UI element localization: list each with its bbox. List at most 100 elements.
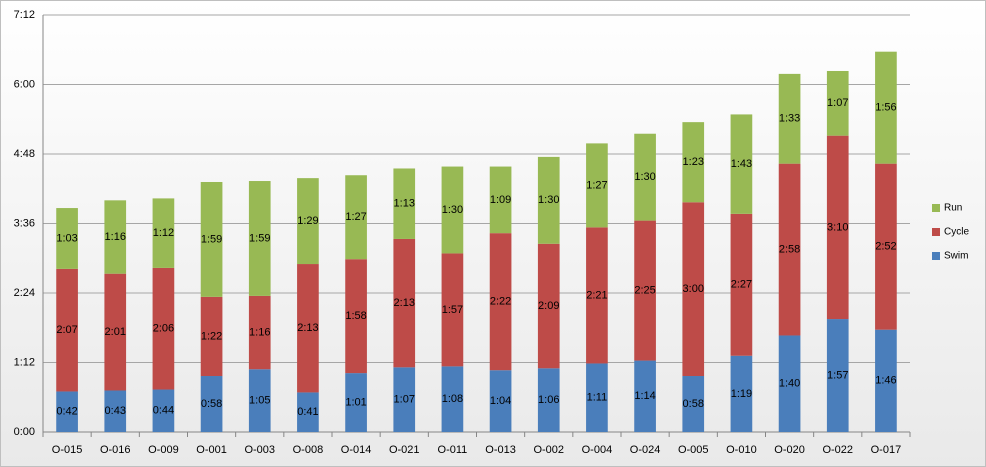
y-tick-label: 6:00 (14, 78, 35, 90)
x-tick-label: O-016 (100, 444, 131, 456)
data-label: 2:13 (394, 297, 415, 309)
x-tick-label: O-020 (774, 444, 805, 456)
bar-segment (441, 366, 464, 432)
data-label: 1:03 (56, 232, 77, 244)
data-label: 1:59 (249, 232, 270, 244)
bar-segment (537, 156, 560, 244)
bar-segment (682, 202, 705, 377)
bar-segment (200, 296, 223, 377)
bar-segment (104, 390, 127, 432)
data-label: 1:11 (587, 392, 608, 404)
bar-segment (875, 329, 897, 432)
data-label: 1:29 (297, 215, 318, 227)
bar-segment (297, 392, 319, 432)
data-label: 1:19 (731, 388, 752, 400)
bar-segment (441, 166, 464, 254)
data-label: 1:13 (394, 198, 415, 210)
data-label: 2:06 (153, 323, 174, 335)
x-tick-label: O-009 (148, 444, 179, 456)
data-label: 3:00 (683, 283, 704, 295)
bar-segment (297, 178, 319, 265)
data-label: 1:27 (586, 179, 607, 191)
bar-segment (152, 389, 175, 432)
data-label: 1:27 (345, 211, 366, 223)
bar-segment (586, 227, 608, 364)
data-label: 1:16 (105, 231, 126, 243)
bar-segment (730, 355, 753, 432)
bar-segment (875, 163, 897, 330)
bar-segment (200, 181, 223, 297)
y-tick-label: 7:12 (14, 9, 35, 21)
bar-segment (152, 267, 175, 390)
bar-segment (682, 122, 705, 203)
bar-segment (778, 73, 801, 164)
legend-swatch (932, 252, 940, 260)
bar-segment (345, 175, 367, 260)
data-label: 2:52 (875, 241, 896, 253)
legend-label: Cycle (944, 227, 969, 238)
bar-segment (56, 208, 78, 269)
data-label: 1:04 (490, 395, 511, 407)
data-label: 2:58 (779, 243, 800, 255)
x-tick-label: O-001 (196, 444, 227, 456)
data-label: 1:23 (683, 156, 704, 168)
data-label: 2:27 (731, 279, 752, 291)
bar-segment (248, 369, 271, 432)
x-tick-label: O-008 (293, 444, 324, 456)
bar-segment (730, 114, 753, 214)
bar-segment (682, 376, 705, 432)
bar-segment (248, 181, 271, 296)
data-label: 0:42 (56, 406, 77, 418)
bar-segment (634, 360, 656, 432)
bar-segment (634, 133, 656, 221)
x-tick-label: O-013 (485, 444, 516, 456)
bar-segment (489, 166, 512, 234)
data-label: 1:07 (394, 394, 415, 406)
bar-segment (489, 370, 512, 432)
x-tick-label: O-010 (726, 444, 757, 456)
legend-label: Swim (944, 251, 968, 262)
x-tick-label: O-004 (582, 444, 613, 456)
data-label: 1:09 (490, 194, 511, 206)
data-label: 1:14 (634, 390, 655, 402)
bar-segment (104, 273, 127, 391)
data-label: 3:10 (827, 221, 848, 233)
data-label: 1:30 (442, 204, 463, 216)
bar-segment (345, 259, 367, 374)
data-label: 1:16 (249, 326, 270, 338)
bar-segment (200, 376, 223, 432)
data-label: 1:40 (779, 378, 800, 390)
data-label: 1:33 (779, 113, 800, 125)
bar-segment (634, 220, 656, 361)
data-label: 1:56 (875, 102, 896, 114)
data-label: 2:09 (538, 300, 559, 312)
data-label: 0:58 (201, 398, 222, 410)
bar-segment (730, 213, 753, 356)
bar-segment (826, 135, 849, 320)
bar-segment (393, 238, 416, 368)
data-label: 2:21 (586, 289, 607, 301)
bar-segment (297, 264, 319, 393)
data-label: 1:57 (442, 304, 463, 316)
data-label: 0:43 (105, 405, 126, 417)
data-label: 2:07 (56, 324, 77, 336)
data-label: 1:05 (249, 395, 270, 407)
x-tick-label: O-005 (678, 444, 709, 456)
data-label: 0:44 (153, 405, 174, 417)
data-label: 1:22 (201, 330, 222, 342)
bar-segment (586, 363, 608, 432)
legend-swatch (932, 204, 940, 212)
bar-segment (393, 367, 416, 432)
bar-segment (248, 295, 271, 370)
x-tick-label: O-017 (871, 444, 902, 456)
bar-segment (441, 253, 464, 367)
data-label: 1:43 (731, 158, 752, 170)
data-label: 1:06 (538, 394, 559, 406)
legend-swatch (932, 228, 940, 236)
bar-segment (537, 368, 560, 432)
data-label: 1:07 (827, 97, 848, 109)
bar-segment (826, 319, 849, 432)
bar-segment (778, 163, 801, 336)
data-label: 1:46 (875, 375, 896, 387)
